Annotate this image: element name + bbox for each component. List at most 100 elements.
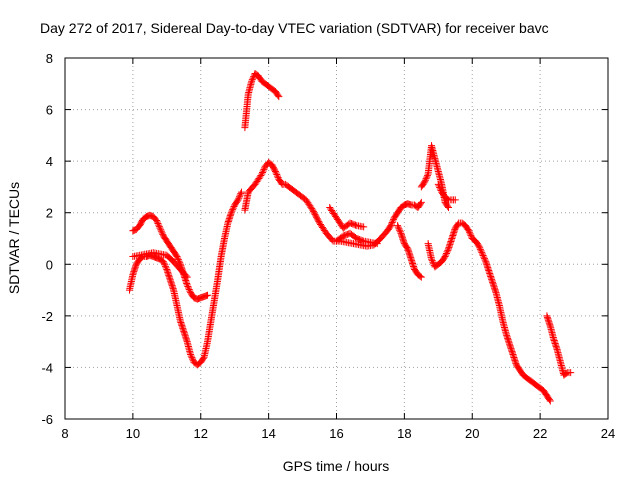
data-point [467, 231, 475, 239]
data-point [387, 220, 395, 228]
data-point [388, 219, 396, 227]
data-point [464, 225, 472, 233]
data-point [185, 284, 193, 292]
data-point [271, 166, 279, 174]
data-point [185, 286, 193, 294]
data-point [420, 179, 428, 187]
data-point [474, 241, 482, 249]
y-tick-label: -2 [41, 309, 53, 324]
data-point [436, 183, 444, 191]
data-point [161, 262, 169, 270]
y-tick-label: -4 [41, 360, 53, 375]
x-tick-label: 16 [329, 426, 343, 441]
y-axis-title: SDTVAR / TECUs [6, 182, 22, 294]
data-point [444, 202, 452, 210]
data-point [423, 173, 431, 181]
data-point [435, 182, 443, 190]
data-point [352, 221, 360, 229]
y-tick-label: 8 [46, 51, 53, 66]
data-point [309, 206, 317, 214]
data-point [421, 178, 429, 186]
y-tick-label: 2 [46, 206, 53, 221]
data-point [421, 176, 429, 184]
data-point [155, 223, 163, 231]
data-point [154, 220, 162, 228]
data-point [183, 273, 191, 281]
data-point [394, 222, 402, 230]
data-point [235, 193, 243, 201]
data-point [358, 237, 366, 245]
data-point [313, 215, 321, 223]
series-arc-8 [394, 222, 425, 281]
data-point [466, 230, 474, 238]
data-point [311, 210, 319, 218]
data-point [442, 249, 450, 257]
data-point [387, 222, 395, 230]
data-point [186, 287, 194, 295]
data-point [373, 240, 381, 248]
data-point [386, 223, 394, 231]
data-point [390, 215, 398, 223]
y-tick-label: 4 [46, 154, 53, 169]
data-point [248, 76, 256, 84]
data-point [429, 258, 437, 266]
data-point [310, 209, 318, 217]
data-point [257, 172, 265, 180]
data-point [441, 253, 449, 261]
data-point [423, 172, 431, 180]
data-point [466, 228, 474, 236]
data-point [237, 188, 245, 196]
data-point [271, 167, 279, 175]
data-point [204, 291, 212, 299]
data-point [229, 206, 237, 214]
x-tick-label: 8 [61, 426, 68, 441]
series-arc-3 [129, 249, 191, 281]
data-point [436, 185, 444, 193]
data-point [480, 255, 488, 263]
data-point [162, 264, 170, 272]
data-point [417, 273, 425, 281]
data-point [229, 204, 237, 212]
data-point [443, 248, 451, 256]
data-point [237, 190, 245, 198]
y-tick-label: -6 [41, 412, 53, 427]
data-point [175, 257, 183, 265]
x-tick-label: 14 [261, 426, 275, 441]
data-point [156, 224, 164, 232]
data-point [396, 228, 404, 236]
data-point [258, 170, 266, 178]
data-point [434, 180, 442, 188]
data-point [174, 254, 182, 262]
data-point [159, 230, 167, 238]
data-point [394, 223, 402, 231]
data-point [546, 397, 554, 405]
data-point [187, 352, 195, 360]
data-point [228, 207, 236, 215]
data-point [230, 203, 238, 211]
data-point [236, 191, 244, 199]
x-axis-title: GPS time / hours [283, 458, 390, 474]
data-point [261, 164, 269, 172]
series-arc-7 [333, 229, 381, 248]
data-point [478, 248, 486, 256]
data-point [479, 252, 487, 260]
data-points [125, 69, 575, 405]
data-point [153, 216, 161, 224]
data-point [314, 216, 322, 224]
x-tick-label: 12 [194, 426, 208, 441]
series-arc-12 [543, 312, 575, 379]
data-point [465, 227, 473, 235]
series-arc-11 [434, 180, 459, 204]
data-point [184, 282, 192, 290]
data-point [248, 77, 256, 85]
data-point [274, 91, 282, 99]
data-point [444, 204, 452, 212]
data-point [188, 354, 196, 362]
data-point [440, 254, 448, 262]
data-point [273, 172, 281, 180]
data-point [199, 354, 207, 362]
chart-title: Day 272 of 2017, Sidereal Day-to-day VTE… [40, 20, 549, 36]
data-point [481, 256, 489, 264]
